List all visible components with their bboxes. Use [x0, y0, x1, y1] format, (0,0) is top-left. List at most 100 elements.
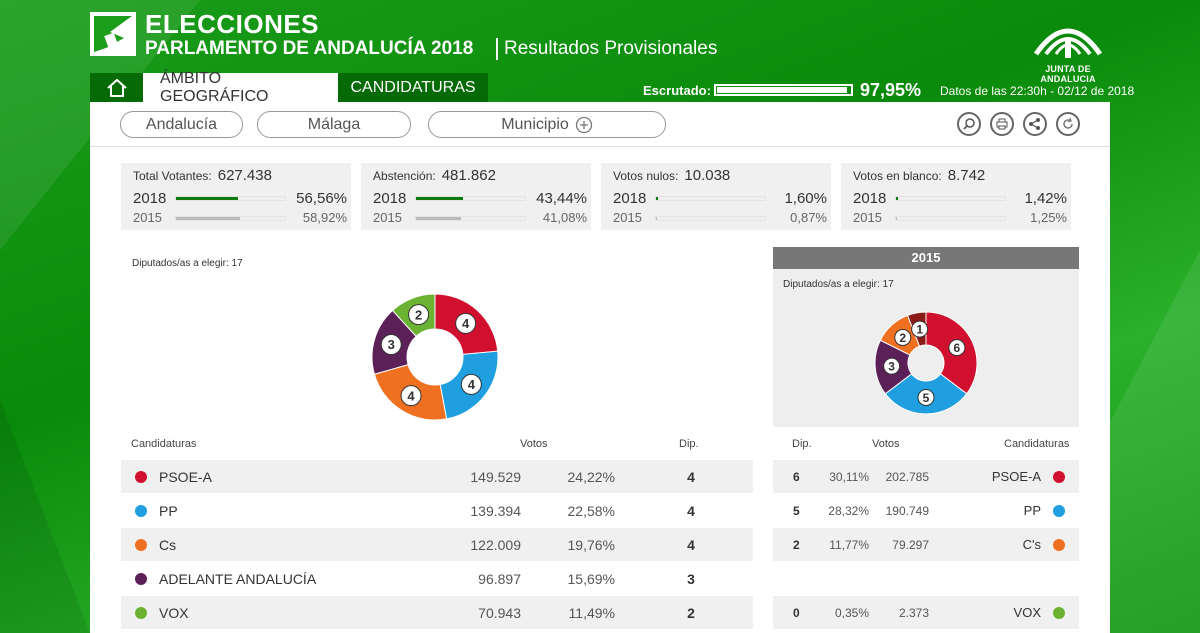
header-2015: 2015 — [773, 247, 1079, 269]
party-pct: 24,22% — [567, 469, 615, 485]
th-votos-2015: Votos — [872, 438, 900, 450]
stat-bar-fill — [896, 197, 898, 200]
stat-value: 8.742 — [947, 167, 986, 184]
stat-row-2015: 2015 0,87% — [613, 210, 827, 226]
slice-badge — [460, 373, 482, 395]
stat-pct: 1,42% — [1024, 190, 1067, 207]
province-selector-malaga[interactable]: Málaga — [257, 111, 411, 138]
th-candidaturas-2015: Candidaturas — [1004, 438, 1070, 450]
home-tab[interactable] — [90, 73, 143, 102]
slice-badge — [894, 329, 912, 347]
party-votes: 149.529 — [470, 469, 521, 485]
tab-ambito-geografico[interactable]: ÁMBITO GEOGRÁFICO — [143, 70, 338, 105]
party-votes: 122.009 — [470, 537, 521, 553]
share-button[interactable] — [1023, 112, 1047, 136]
refresh-button[interactable] — [1056, 112, 1080, 136]
stat-year: 2018 — [373, 190, 407, 207]
escrutado-progress-fill — [717, 87, 848, 93]
party-color-dot — [135, 471, 147, 483]
stat-label: Total Votantes: 627.438 — [133, 167, 272, 184]
stat-bar-fill — [656, 217, 657, 220]
pct-2015: 11,77% — [829, 538, 869, 552]
party-name-2015: C's — [1022, 537, 1041, 552]
junta-label: JUNTA DE ANDALUCIA — [1040, 64, 1096, 84]
table-row[interactable]: Cs 122.009 19,76% 4 — [121, 528, 753, 561]
municipio-label: Municipio — [501, 115, 569, 133]
party-pct: 19,76% — [567, 537, 615, 553]
stat-box: Votos nulos: 10.038 2018 1,60% 2015 0,87% — [601, 163, 831, 230]
party-name-2015: VOX — [1013, 605, 1041, 620]
seats-2015: 6 — [793, 470, 800, 484]
main-tabs: ÁMBITO GEOGRÁFICO CANDIDATURAS — [90, 70, 488, 105]
seats-2015: 0 — [793, 606, 800, 620]
table-row-2015: 6 30,11% 202.785 PSOE-A — [773, 460, 1079, 493]
stat-row-2018: 2018 1,60% — [613, 190, 827, 207]
party-color-dot — [135, 607, 147, 619]
th-dip-2015: Dip. — [792, 438, 812, 450]
party-color-dot — [135, 573, 147, 585]
table-row[interactable]: PSOE-A 149.529 24,22% 4 — [121, 460, 753, 493]
party-seats: 2 — [687, 605, 695, 621]
stat-bar-2015 — [655, 216, 766, 221]
slice-seat-label: 3 — [888, 360, 895, 374]
stat-bar-fill — [176, 197, 238, 200]
pct-2015: 0,35% — [834, 606, 869, 620]
slice-badge — [455, 312, 477, 334]
party-color-dot — [1053, 539, 1065, 551]
stat-year: 2018 — [613, 190, 647, 207]
party-seats: 4 — [687, 503, 695, 519]
refresh-icon — [1063, 117, 1073, 129]
slice-seat-label: 1 — [916, 322, 923, 336]
title-elecciones: ELECCIONES — [145, 9, 320, 39]
stat-bar-2015 — [415, 216, 526, 221]
table-row-2015: 5 28,32% 190.749 PP — [773, 494, 1079, 527]
slice-seat-label: 6 — [954, 341, 961, 355]
table-row[interactable]: ADELANTE ANDALUCÍA 96.897 15,69% 3 — [121, 562, 753, 595]
table-row[interactable]: VOX 70.943 11,49% 2 — [121, 596, 753, 629]
votes-2015: 2.373 — [898, 606, 929, 620]
seats-2015: 2 — [793, 538, 800, 552]
stat-pct: 56,56% — [296, 190, 347, 207]
stat-pct: 1,60% — [784, 190, 827, 207]
stat-value: 481.862 — [441, 167, 496, 184]
party-color-dot — [1053, 471, 1065, 483]
table-row-2015: 2 11,77% 79.297 C's — [773, 528, 1079, 561]
stat-row-2015: 2015 58,92% — [133, 210, 347, 226]
municipio-selector[interactable]: Municipio — [428, 111, 666, 138]
slice-badge — [400, 385, 422, 407]
junta-logo: JUNTA DE ANDALUCIA — [1022, 14, 1114, 84]
stat-year: 2015 — [853, 210, 882, 225]
votes-2015: 79.297 — [892, 538, 929, 552]
stat-row-2018: 2018 1,42% — [853, 190, 1067, 207]
party-pct: 11,49% — [568, 605, 615, 621]
party-color-dot — [1053, 505, 1065, 517]
stat-value: 627.438 — [217, 167, 272, 184]
slice-seat-label: 2 — [415, 307, 422, 322]
pct-2015: 28,32% — [828, 504, 869, 518]
table-row[interactable]: PP 139.394 22,58% 4 — [121, 494, 753, 527]
slice-seat-label: 2 — [899, 331, 906, 345]
stat-box: Total Votantes: 627.438 2018 56,56% 2015 … — [121, 163, 351, 230]
party-votes: 96.897 — [478, 571, 521, 587]
party-seats: 3 — [687, 571, 695, 587]
stat-bar-2015 — [895, 216, 1006, 221]
stat-year: 2015 — [613, 210, 642, 225]
stat-box: Votos en blanco: 8.742 2018 1,42% 2015 1,… — [841, 163, 1071, 230]
stat-pct: 41,08% — [542, 210, 587, 225]
search-button[interactable] — [957, 112, 981, 136]
home-icon — [106, 78, 127, 97]
table-row-2015: 0 0,35% 2.373 VOX — [773, 596, 1079, 629]
slice-badge — [408, 304, 430, 326]
seats-2015: 5 — [793, 504, 800, 518]
stat-label: Votos nulos: 10.038 — [613, 167, 731, 184]
stat-pct: 58,92% — [302, 210, 347, 225]
stat-year: 2018 — [853, 190, 887, 207]
search-icon — [963, 118, 975, 130]
tab-candidaturas[interactable]: CANDIDATURAS — [338, 73, 488, 102]
party-pct: 22,58% — [567, 503, 615, 519]
region-selector-andalucia[interactable]: Andalucía — [120, 111, 243, 138]
print-button[interactable] — [990, 112, 1014, 136]
title-separator — [496, 38, 498, 60]
stat-row-2018: 2018 56,56% — [133, 190, 347, 207]
data-timestamp: Datos de las 22:30h - 02/12 de 2018 — [940, 84, 1135, 98]
